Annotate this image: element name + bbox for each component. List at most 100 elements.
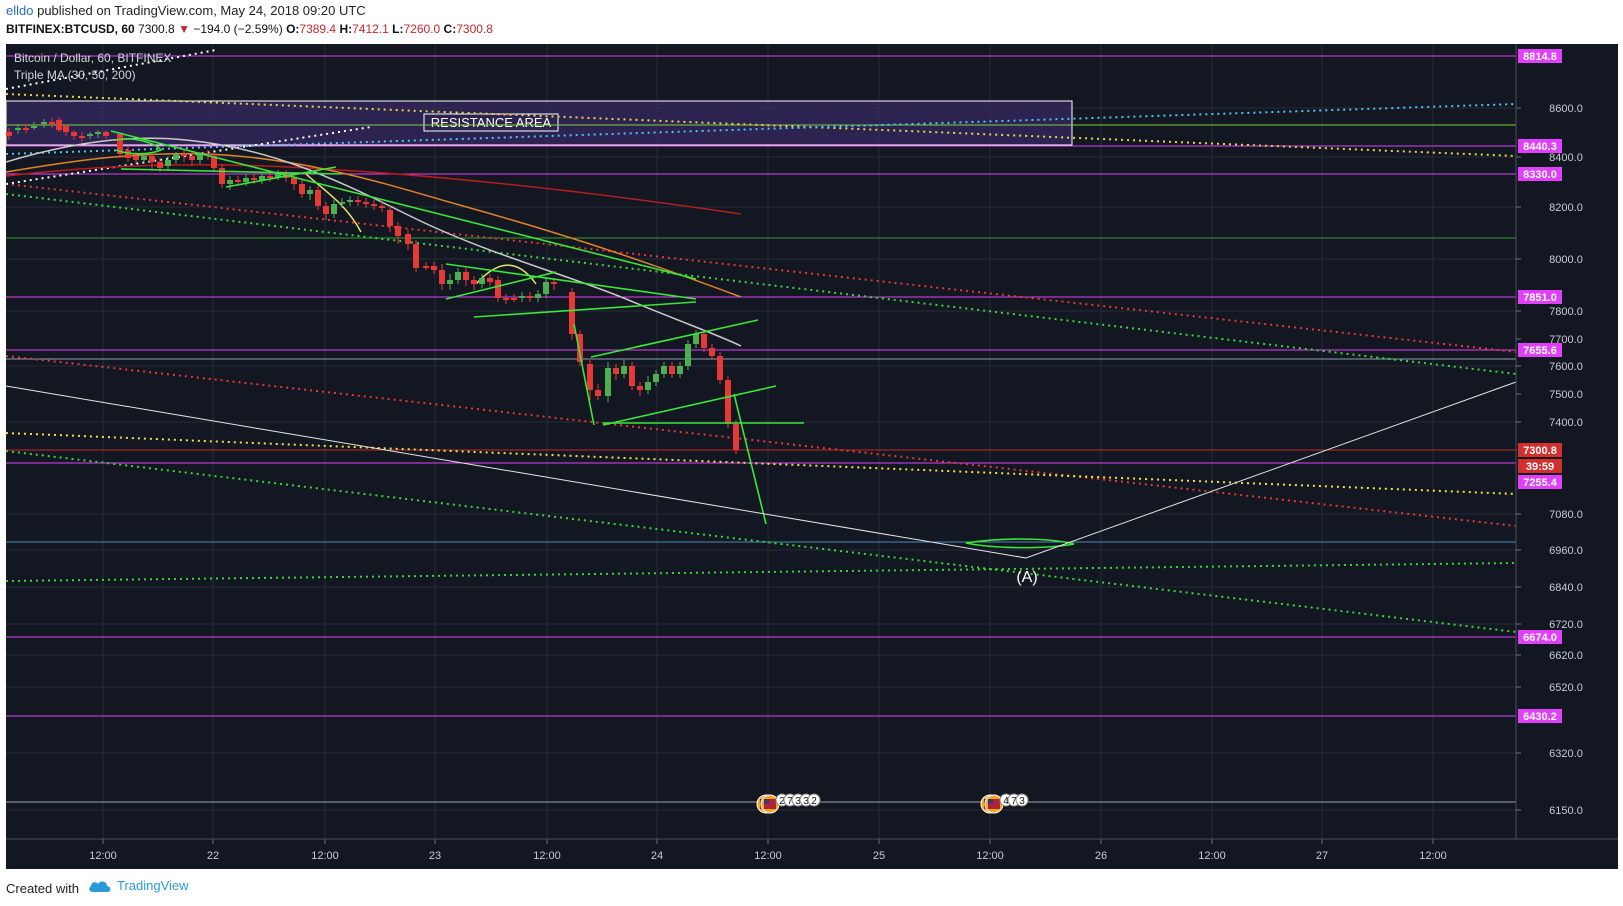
candle-body — [733, 424, 739, 450]
resistance-label: RESISTANCE AREA — [431, 115, 552, 130]
event-count-badge[interactable]: 2 — [807, 793, 821, 807]
price-tick-label: 8400.0 — [1549, 152, 1583, 164]
candle-body — [387, 210, 393, 226]
time-tick-label: 12:00 — [976, 850, 1004, 862]
time-tick-label: 12:00 — [311, 850, 339, 862]
candle-body — [463, 272, 469, 280]
candle-body — [259, 176, 265, 180]
event-count-badge[interactable]: 3 — [1015, 793, 1029, 807]
candle-body — [141, 156, 147, 160]
chart-legend-title: Bitcoin / Dollar, 60, BITFINEX — [14, 51, 171, 65]
candle-body — [347, 200, 353, 202]
event-count: 7 — [1011, 796, 1017, 807]
candle-body — [41, 122, 47, 124]
candle-body — [677, 366, 683, 374]
candle-body — [157, 162, 163, 168]
candle-body — [613, 368, 619, 374]
dotted-trendlines[interactable] — [5, 49, 1517, 633]
tradingview-brand[interactable]: TradingView — [117, 878, 189, 893]
plot-area[interactable] — [6, 44, 1516, 839]
candle-body — [49, 122, 55, 124]
candle-body — [405, 234, 411, 244]
price-badge — [1518, 343, 1562, 357]
candle-body — [423, 266, 429, 268]
high-value: 7412.1 — [352, 22, 389, 36]
candle-body — [413, 244, 419, 268]
price-tick-label: 6320.0 — [1549, 748, 1583, 760]
open-label: O: — [286, 22, 300, 36]
price-chart[interactable]: RESISTANCE AREA — [5, 44, 1618, 869]
close-value: 7300.8 — [456, 22, 493, 36]
candle-body — [717, 356, 723, 380]
candle-body — [339, 202, 345, 204]
us-flag-icon[interactable] — [984, 794, 1004, 814]
candle-body — [569, 292, 575, 334]
chart-panel[interactable]: RESISTANCE AREA — [5, 44, 1618, 869]
candle-body — [315, 190, 321, 206]
price-badge-label: 6430.2 — [1523, 711, 1557, 723]
candle-body — [363, 202, 369, 204]
time-tick-label: 12:00 — [754, 850, 782, 862]
event-count: 2 — [811, 796, 817, 807]
candle-body — [235, 180, 241, 182]
candle-body — [503, 298, 509, 300]
event-count: 3 — [1019, 796, 1025, 807]
time-tick-label: 27 — [1316, 850, 1328, 862]
price-badge-label: 8440.3 — [1523, 141, 1557, 153]
candle-body — [197, 154, 203, 160]
event-count: 3 — [795, 796, 801, 807]
candle-body — [355, 200, 361, 202]
candle-body — [629, 366, 635, 386]
indicator-legend[interactable]: Triple MA (30, 50, 200) — [14, 68, 136, 82]
author-link[interactable]: elldo — [6, 3, 34, 18]
candle-body — [56, 120, 62, 130]
pattern-lines[interactable] — [110, 130, 1075, 549]
price-tick-label: 8200.0 — [1549, 202, 1583, 214]
candlesticks[interactable] — [6, 117, 739, 454]
wave-label: (A) — [1016, 569, 1037, 586]
price-tick-label: 7400.0 — [1549, 417, 1583, 429]
candle-body — [331, 204, 337, 214]
candle-body — [645, 382, 651, 390]
candle-body — [173, 154, 179, 160]
cloud-icon — [89, 881, 111, 892]
event-count: 2 — [779, 796, 785, 807]
candle-body — [479, 278, 485, 284]
resistance-area-box[interactable] — [5, 100, 1073, 146]
candle-body — [103, 132, 109, 136]
price-ticks: 8600.08400.08200.08000.07800.07700.07600… — [1516, 103, 1583, 817]
candle-body — [431, 266, 437, 270]
price-tick-label: 8600.0 — [1549, 103, 1583, 115]
price-tick-label: 7600.0 — [1549, 361, 1583, 373]
price-badges: 8814.8 8440.3 8330.0 7851.0 7655.6 7300.8 39:5… — [1518, 49, 1562, 723]
time-tick-label: 22 — [207, 850, 219, 862]
close-label: C: — [443, 22, 457, 36]
price-change: −194.0 (−2.59%) — [193, 22, 283, 36]
candle-body — [535, 294, 541, 298]
candle-body — [15, 128, 21, 130]
price-badge-label: 7851.0 — [1523, 292, 1557, 304]
open-value: 7389.4 — [299, 22, 337, 36]
event-count: 4 — [1003, 796, 1009, 807]
time-axis[interactable] — [6, 839, 1618, 869]
candle-body — [551, 282, 557, 284]
candle-body — [495, 280, 501, 298]
candle-body — [455, 272, 461, 280]
price-tick-label: 6960.0 — [1549, 545, 1583, 557]
tradingview-link[interactable]: TradingView — [88, 878, 189, 893]
time-tick-label: 12:00 — [89, 850, 117, 862]
high-label: H: — [339, 22, 353, 36]
candle-body — [79, 136, 85, 138]
candle-body — [519, 296, 525, 298]
projection-lines[interactable] — [5, 381, 1517, 559]
price-badge-label: 7655.6 — [1523, 345, 1557, 357]
candle-body — [307, 190, 313, 194]
candle-body — [669, 366, 675, 374]
price-badge — [1518, 459, 1562, 473]
candle-body — [685, 344, 691, 366]
price-badge — [1518, 139, 1562, 153]
horizontal-levels[interactable] — [6, 55, 1516, 803]
time-ticks: 12:00 22 12:00 23 12:00 24 12:00 25 12:00 26 12:00… — [89, 839, 1447, 862]
candle-body — [71, 132, 77, 136]
